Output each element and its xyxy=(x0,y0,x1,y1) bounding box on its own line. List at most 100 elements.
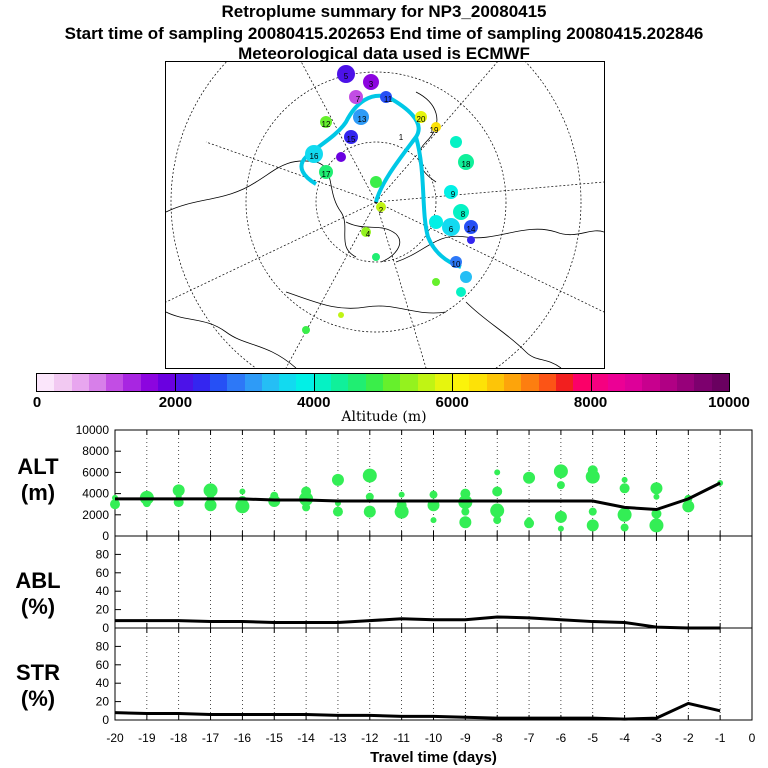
colorbar-swatch xyxy=(175,374,193,391)
cluster-marker xyxy=(349,90,363,104)
panel-title: ALT xyxy=(17,454,59,479)
colorbar-swatch xyxy=(54,374,72,391)
panel-unit: (%) xyxy=(21,686,55,711)
cluster-point xyxy=(271,500,278,507)
colorbar-divider xyxy=(313,374,315,391)
colorbar-swatch xyxy=(607,374,626,391)
cluster-point xyxy=(653,493,660,500)
cluster-point xyxy=(235,499,250,514)
cluster-marker xyxy=(450,256,462,268)
y-tick-label: 0 xyxy=(102,621,109,635)
colorbar-swatch xyxy=(469,374,487,391)
panel-abl: 0 20 40 60 80 ABL(%) xyxy=(15,535,753,635)
x-tick-label: -17 xyxy=(202,731,220,745)
cluster-label: 12 xyxy=(322,120,331,129)
x-tick-label: -2 xyxy=(683,731,694,745)
panel-alt: 0 2000 4000 6000 8000 10000 ALT(m) xyxy=(17,423,753,543)
cluster-marker xyxy=(380,91,392,103)
map-graticule xyxy=(166,62,604,368)
cluster-label: 4 xyxy=(366,230,371,239)
cluster-marker xyxy=(456,287,466,297)
cluster-label: 20 xyxy=(417,115,426,124)
cluster-point xyxy=(394,504,409,519)
cluster-point xyxy=(553,464,568,479)
colorbar-swatch xyxy=(88,374,107,391)
cluster-marker xyxy=(442,218,460,236)
coastlines xyxy=(166,91,604,368)
cluster-point xyxy=(617,507,632,522)
cluster-point xyxy=(331,473,344,486)
x-tick-label: -3 xyxy=(651,731,662,745)
cluster-point xyxy=(619,483,630,494)
cluster-point xyxy=(459,516,472,529)
colorbar-tick-label: 6000 xyxy=(435,394,469,411)
colorbar-swatch xyxy=(625,374,643,391)
met-data-line: Meteorological data used is ECMWF xyxy=(238,44,530,63)
colorbar-swatch xyxy=(382,374,401,391)
x-tick-label: -8 xyxy=(492,731,503,745)
cluster-label: 13 xyxy=(358,115,367,124)
colorbar-swatch xyxy=(331,374,349,391)
y-tick-label: 80 xyxy=(96,547,110,561)
cluster-point xyxy=(332,506,343,517)
x-tick-label: -15 xyxy=(266,731,284,745)
colorbar-divider xyxy=(590,374,592,391)
colorbar-swatch xyxy=(642,374,660,391)
colorbar-ticks: 0 2000 4000 6000 8000 10000 xyxy=(0,394,768,411)
colorbar-swatch xyxy=(140,374,159,391)
cluster-marker xyxy=(372,253,380,261)
cluster-point xyxy=(490,503,505,518)
cluster-marker xyxy=(336,152,346,162)
colorbar-swatch xyxy=(452,374,470,391)
cluster-label: 2 xyxy=(379,206,384,215)
colorbar-tick-label: 4000 xyxy=(297,394,331,411)
cluster-marker xyxy=(429,215,443,229)
colorbar-swatch xyxy=(417,374,435,391)
colorbar-swatch xyxy=(106,374,124,391)
y-tick-label: 80 xyxy=(96,639,110,653)
colorbar-swatch xyxy=(590,374,608,391)
cluster-marker xyxy=(344,130,358,144)
colorbar-swatch xyxy=(123,374,141,391)
x-tick-label: -7 xyxy=(524,731,535,745)
colorbar-swatch xyxy=(573,374,591,391)
colorbar-swatch xyxy=(659,374,677,391)
cluster-label: 1 xyxy=(399,133,404,142)
cluster-point xyxy=(492,486,503,497)
x-tick-label: -19 xyxy=(138,731,156,745)
y-tick-label: 20 xyxy=(96,695,110,709)
cluster-marker xyxy=(464,220,478,234)
cluster-marker xyxy=(453,204,469,220)
colorbar-swatch xyxy=(244,374,262,391)
x-tick-label: 0 xyxy=(749,731,756,745)
polar-map-panel: 5 3 7 11 12 13 15 16 17 18 19 20 9 8 6 14 10 1 2 4 xyxy=(165,61,605,369)
cluster-point xyxy=(524,518,535,529)
colorbar-swatch xyxy=(313,374,332,391)
y-tick-label: 20 xyxy=(96,603,110,617)
cluster-point xyxy=(588,507,597,516)
y-tick-label: 4000 xyxy=(82,487,109,501)
cluster-point xyxy=(649,518,664,533)
colorbar-swatch xyxy=(400,374,418,391)
colorbar-tick-label: 2000 xyxy=(158,394,193,411)
cluster-point xyxy=(363,505,376,518)
cluster-marker xyxy=(305,145,323,163)
cluster-point xyxy=(556,481,565,490)
colorbar-swatch xyxy=(279,374,297,391)
colorbar-swatch xyxy=(676,374,695,391)
colorbar-swatch xyxy=(71,374,89,391)
cluster-marker xyxy=(338,312,344,318)
panel-frame xyxy=(114,627,753,721)
cluster-point xyxy=(557,525,564,532)
cluster-marker xyxy=(370,176,382,188)
cluster-marker xyxy=(460,271,472,283)
cluster-label: 15 xyxy=(347,135,356,144)
cluster-point xyxy=(204,499,217,512)
cluster-point xyxy=(302,503,311,512)
cluster-marker xyxy=(363,74,379,90)
cluster-point xyxy=(461,507,470,516)
cluster-label: 9 xyxy=(451,190,456,199)
x-tick-label: -9 xyxy=(460,731,471,745)
series-line xyxy=(115,481,721,512)
y-tick-label: 60 xyxy=(96,658,110,672)
